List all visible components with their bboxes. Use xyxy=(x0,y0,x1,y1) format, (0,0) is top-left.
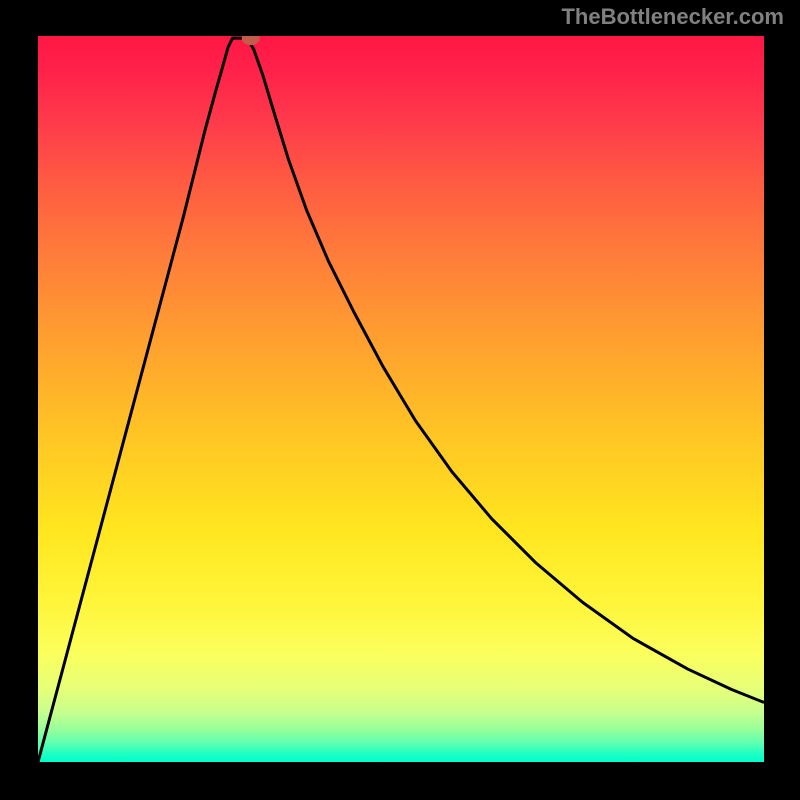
canvas-root: TheBottlenecker.com xyxy=(0,0,800,800)
watermark-label: TheBottlenecker.com xyxy=(561,4,784,30)
bottleneck-plot xyxy=(38,36,764,762)
